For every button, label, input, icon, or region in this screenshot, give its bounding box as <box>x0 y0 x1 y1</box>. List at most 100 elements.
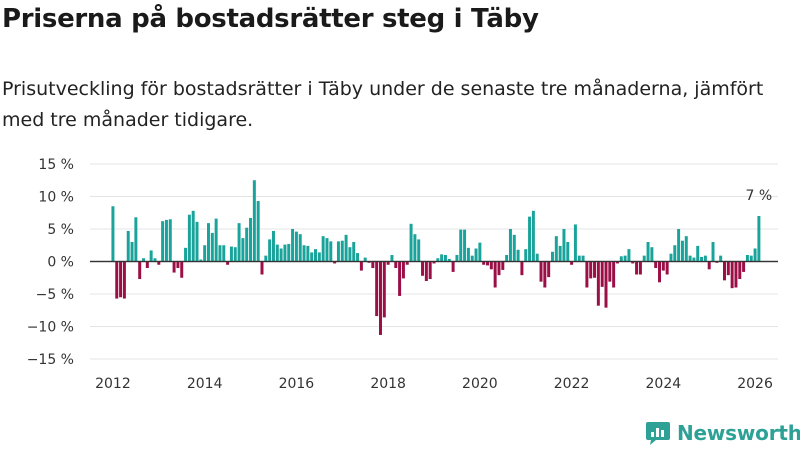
bar <box>413 234 417 262</box>
bar <box>684 236 688 262</box>
bar <box>615 261 619 264</box>
bar <box>424 261 428 281</box>
bar <box>577 255 581 262</box>
bar <box>562 229 566 262</box>
bar <box>700 256 704 262</box>
bar <box>703 255 707 262</box>
bar <box>692 257 696 262</box>
bar <box>669 253 673 262</box>
bar <box>161 221 165 262</box>
bar <box>535 253 539 262</box>
bar <box>226 261 230 265</box>
bar <box>443 255 447 262</box>
bar <box>115 261 119 299</box>
bar <box>229 246 233 262</box>
bar <box>528 216 532 262</box>
bar <box>405 261 409 265</box>
bar <box>680 240 684 262</box>
bar <box>749 255 753 262</box>
bar <box>730 261 734 289</box>
x-tick-label: 2020 <box>462 376 498 390</box>
bar <box>249 217 253 262</box>
y-tick-label: 5 % <box>47 222 74 238</box>
bar <box>130 242 134 262</box>
bar <box>428 261 432 280</box>
bar <box>245 227 249 262</box>
bar <box>489 261 493 270</box>
bar <box>111 206 115 262</box>
bar <box>715 261 719 263</box>
bar <box>673 245 677 262</box>
bar <box>635 261 639 275</box>
bar <box>134 217 138 262</box>
bar <box>149 250 153 262</box>
x-tick-label: 2022 <box>554 376 590 390</box>
bar <box>241 238 245 262</box>
bar <box>753 248 757 262</box>
bar <box>298 234 302 262</box>
bar <box>218 245 222 262</box>
bar <box>665 261 669 275</box>
bar <box>642 255 646 262</box>
bar <box>344 234 348 262</box>
bar <box>631 261 635 264</box>
bar <box>184 247 188 262</box>
newsworthy-logo: Newsworthy <box>644 419 800 447</box>
bar <box>478 242 482 262</box>
x-tick-label: 2014 <box>187 376 223 390</box>
bar <box>153 258 157 262</box>
x-tick-label: 2024 <box>646 376 682 390</box>
annotations: 7 % <box>90 188 778 263</box>
bar <box>164 219 168 262</box>
y-tick-label: −10 % <box>27 320 74 336</box>
bar <box>187 214 191 262</box>
bar <box>573 224 577 262</box>
bar-chart: −15 %−10 %−5 %0 %5 %10 %15 % 2012 2014 201… <box>27 157 778 390</box>
newsworthy-logo-icon <box>646 422 670 445</box>
bar <box>222 245 226 262</box>
bar <box>191 210 195 262</box>
bar <box>172 261 176 273</box>
bar <box>283 244 287 262</box>
bar <box>581 255 585 262</box>
bar <box>329 241 333 262</box>
bar <box>520 261 524 276</box>
bar <box>394 261 398 268</box>
bar <box>421 261 425 276</box>
bar <box>566 242 570 262</box>
bar <box>409 223 413 262</box>
bar <box>382 261 386 318</box>
bar <box>612 261 616 288</box>
bar <box>470 255 474 262</box>
bar <box>348 247 352 262</box>
bar <box>551 251 554 262</box>
bar <box>440 254 444 262</box>
bar <box>745 255 749 262</box>
bar <box>271 230 275 262</box>
bar <box>554 236 558 262</box>
bar <box>142 258 145 262</box>
bar <box>340 240 344 262</box>
bar <box>207 223 210 262</box>
bar <box>558 245 562 262</box>
bar <box>352 242 356 262</box>
bar <box>524 249 528 262</box>
chart-subtitle: Prisutveckling för bostadsrätter i Täby … <box>2 78 764 131</box>
bar <box>646 242 650 262</box>
bar <box>600 261 604 287</box>
bar <box>268 239 272 262</box>
bar <box>386 261 390 265</box>
bar <box>233 247 237 262</box>
bar <box>367 261 371 263</box>
bar <box>432 261 436 264</box>
bar <box>585 261 589 288</box>
bar <box>199 259 203 262</box>
bar <box>661 261 665 271</box>
bar <box>570 261 574 265</box>
bar <box>493 261 497 288</box>
bar <box>176 261 180 268</box>
y-tick-label: 0 % <box>47 255 74 271</box>
bar <box>145 261 149 268</box>
y-tick-label: −5 % <box>36 287 74 303</box>
x-tick-label: 2016 <box>279 376 315 390</box>
